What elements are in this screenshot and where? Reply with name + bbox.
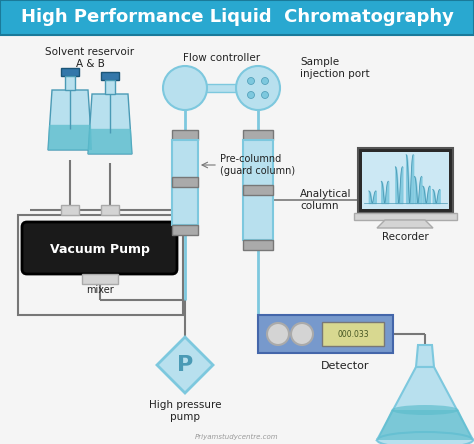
- Polygon shape: [88, 129, 132, 154]
- Bar: [358, 148, 453, 213]
- Bar: [101, 205, 119, 215]
- Polygon shape: [377, 367, 473, 440]
- Bar: [243, 130, 273, 140]
- Text: Solvent reservoir
A & B: Solvent reservoir A & B: [46, 47, 135, 69]
- Polygon shape: [377, 220, 433, 228]
- Bar: [322, 322, 384, 346]
- Bar: [65, 76, 75, 90]
- Bar: [354, 213, 457, 220]
- Circle shape: [291, 323, 313, 345]
- Text: Priyamstudycentre.com: Priyamstudycentre.com: [195, 434, 279, 440]
- Polygon shape: [48, 125, 92, 150]
- Text: Analytical
column: Analytical column: [300, 189, 352, 211]
- Circle shape: [163, 66, 207, 110]
- Bar: [101, 72, 119, 80]
- Text: mixer: mixer: [86, 285, 114, 295]
- Bar: [243, 185, 273, 195]
- Bar: [61, 68, 79, 76]
- Polygon shape: [377, 410, 473, 440]
- Circle shape: [247, 78, 255, 84]
- Bar: [243, 240, 273, 250]
- Text: Vacuum Pump: Vacuum Pump: [50, 242, 150, 255]
- Bar: [258, 315, 393, 353]
- Bar: [82, 274, 118, 284]
- Bar: [172, 130, 198, 140]
- Bar: [61, 205, 79, 215]
- Bar: [362, 152, 449, 209]
- Text: High pressure
pump: High pressure pump: [149, 400, 221, 422]
- Circle shape: [262, 91, 268, 99]
- Bar: [172, 225, 198, 235]
- FancyBboxPatch shape: [22, 222, 177, 274]
- Text: High Performance Liquid  Chromatography: High Performance Liquid Chromatography: [20, 8, 454, 26]
- Polygon shape: [48, 90, 92, 150]
- Circle shape: [267, 323, 289, 345]
- Ellipse shape: [392, 405, 459, 415]
- Text: Pre-columnd
(guard column): Pre-columnd (guard column): [220, 154, 295, 176]
- Text: Sample
injection port: Sample injection port: [300, 57, 370, 79]
- Bar: [172, 140, 198, 225]
- Bar: [0, 0, 474, 35]
- Bar: [172, 177, 198, 187]
- Text: Detector: Detector: [321, 361, 369, 371]
- Circle shape: [236, 66, 280, 110]
- Text: Recorder: Recorder: [382, 232, 428, 242]
- Bar: [243, 140, 273, 240]
- Circle shape: [262, 78, 268, 84]
- Bar: [18, 215, 183, 315]
- Circle shape: [247, 91, 255, 99]
- Text: Flow controller: Flow controller: [183, 53, 261, 63]
- Bar: [185, 84, 258, 92]
- Polygon shape: [157, 337, 213, 393]
- Ellipse shape: [377, 432, 473, 444]
- Text: P: P: [177, 355, 193, 375]
- Polygon shape: [88, 94, 132, 154]
- Text: 000.033: 000.033: [337, 329, 369, 338]
- Bar: [105, 80, 115, 94]
- Polygon shape: [416, 345, 434, 367]
